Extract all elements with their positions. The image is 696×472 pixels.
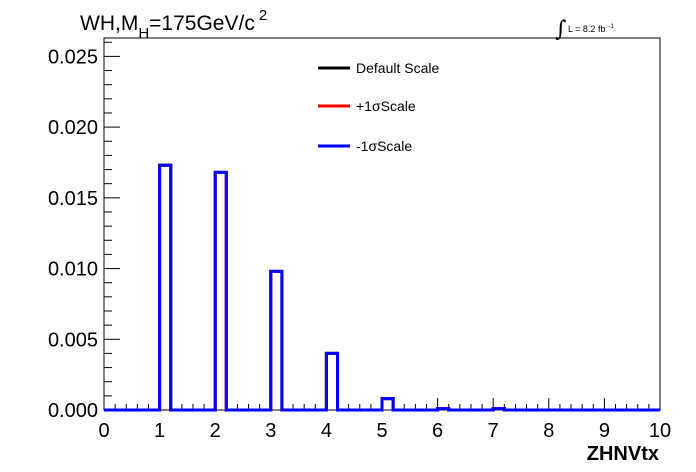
histogram-bin <box>271 271 282 410</box>
x-tick-label: 4 <box>321 420 332 442</box>
histogram-bin <box>382 399 393 410</box>
y-tick-label: 0.005 <box>48 329 98 351</box>
title-subscript: H <box>138 25 149 42</box>
x-tick-label: 2 <box>210 420 221 442</box>
y-tick-label: 0.000 <box>48 400 98 422</box>
title-rest: =175GeV/c <box>149 12 255 35</box>
plot-frame <box>103 37 661 411</box>
x-axis-title: ZHNVtx <box>587 443 659 465</box>
luminosity-label: L = 8.2 fb -1 <box>568 24 614 34</box>
x-tick-label: 1 <box>154 420 165 442</box>
histogram-line-default <box>104 163 660 412</box>
histogram-bin <box>326 353 337 410</box>
luminosity-integral-symbol: ∫ <box>555 17 567 42</box>
x-tick-label: 8 <box>543 420 554 442</box>
y-axis: 0.000 0.005 0.010 0.015 0.020 0.025 <box>48 38 120 422</box>
luminosity-superscript: -1 <box>608 24 614 30</box>
x-tick-label: 10 <box>649 420 671 442</box>
legend-label-plus1sigma: +1σScale <box>356 98 416 114</box>
y-tick-label: 0.020 <box>48 117 98 139</box>
histogram-bin <box>215 172 226 410</box>
x-tick-label: 0 <box>98 420 109 442</box>
x-axis: 0 1 2 3 4 5 6 7 8 9 10 <box>98 398 671 442</box>
histogram-line-plus1sigma <box>104 163 660 412</box>
histogram-series <box>104 163 660 412</box>
legend: Default Scale +1σScale -1σScale <box>318 60 439 154</box>
y-tick-label: 0.025 <box>48 46 98 68</box>
legend-label-default: Default Scale <box>356 60 439 76</box>
title-main: WH,M <box>80 12 138 35</box>
luminosity-text: L = 8.2 fb <box>568 24 605 34</box>
x-tick-label: 6 <box>432 420 443 442</box>
y-tick-label: 0.010 <box>48 259 98 281</box>
legend-label-minus1sigma: -1σScale <box>356 138 412 154</box>
x-tick-label: 9 <box>599 420 610 442</box>
chart-title: WH,MH=175GeV/c 2 <box>80 7 267 42</box>
x-tick-label: 5 <box>376 420 387 442</box>
x-tick-label: 7 <box>488 420 499 442</box>
title-superscript: 2 <box>259 7 267 24</box>
x-tick-label: 3 <box>265 420 276 442</box>
histogram-line-minus1sigma <box>104 163 660 412</box>
histogram-bin <box>160 165 171 410</box>
y-tick-label: 0.015 <box>48 188 98 210</box>
